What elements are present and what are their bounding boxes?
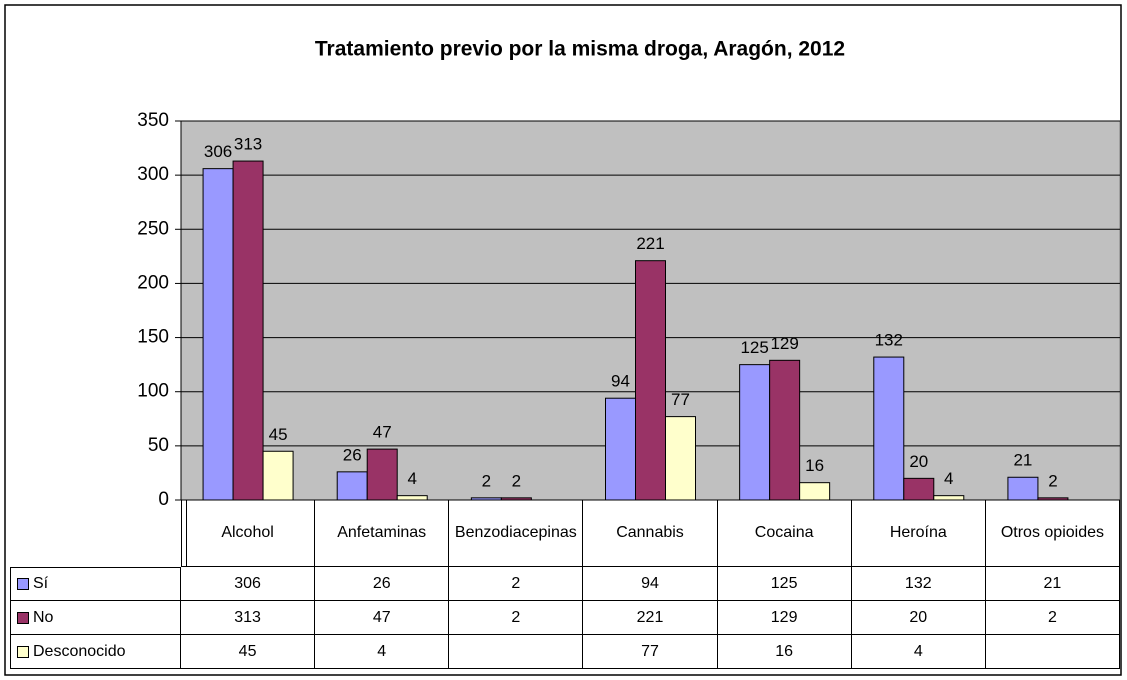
bar <box>605 397 636 501</box>
data-label: 45 <box>269 425 288 444</box>
bar <box>769 359 801 501</box>
legend-entry: No <box>10 601 181 635</box>
bar <box>873 356 905 501</box>
y-tick-label: 50 <box>148 435 169 456</box>
bar <box>202 168 234 501</box>
category-label: Anfetaminas <box>315 500 450 567</box>
table-cell: 77 <box>583 635 718 669</box>
category-label: Cocaina <box>717 500 852 567</box>
bar <box>665 416 696 501</box>
data-label: 2 <box>1048 471 1057 490</box>
data-label: 21 <box>1013 451 1032 470</box>
table-cell: 21 <box>985 567 1120 601</box>
table-cell: 4 <box>315 635 450 669</box>
bar <box>799 482 831 501</box>
category-label: Cannabis <box>583 500 718 567</box>
bar <box>366 448 398 501</box>
chart-title: Tratamiento previo por la misma droga, A… <box>315 38 845 61</box>
y-tick-label: 300 <box>137 164 169 185</box>
bar <box>933 495 965 501</box>
table-cell: 306 <box>181 567 316 601</box>
bar <box>739 364 771 501</box>
table-cell: 313 <box>181 601 316 635</box>
table-cell: 2 <box>985 601 1120 635</box>
bar <box>500 497 532 501</box>
data-label: 47 <box>373 423 392 442</box>
y-tick-label: 350 <box>137 110 169 131</box>
y-tick-label: 0 <box>158 489 169 510</box>
table-cell: 129 <box>717 601 852 635</box>
table-cell: 2 <box>449 567 584 601</box>
bar <box>336 471 368 501</box>
category-label: Otros opioides <box>985 500 1120 567</box>
legend-entry: Sí <box>10 567 181 601</box>
bar <box>1037 497 1069 501</box>
data-label: 2 <box>482 471 491 490</box>
category-label: Heroína <box>851 500 986 567</box>
bar <box>232 160 264 501</box>
data-label: 125 <box>740 338 768 357</box>
table-cell: 47 <box>315 601 450 635</box>
legend-label: Sí <box>33 575 49 593</box>
legend-entry: Desconocido <box>10 635 181 669</box>
data-label: 313 <box>234 135 262 154</box>
bar <box>903 477 935 501</box>
data-label: 4 <box>944 469 953 488</box>
y-tick-label: 150 <box>137 327 169 348</box>
bar <box>635 260 666 501</box>
legend-key <box>17 611 29 624</box>
legend-key <box>17 645 29 658</box>
data-label: 306 <box>204 142 232 161</box>
data-label: 2 <box>512 471 521 490</box>
table-cell: 26 <box>315 567 450 601</box>
table-cell: 45 <box>181 635 316 669</box>
legend-label: No <box>33 608 54 626</box>
data-label: 16 <box>805 456 824 475</box>
data-label: 4 <box>407 469 416 488</box>
y-tick-label: 250 <box>137 218 169 239</box>
category-label: Alcohol <box>181 500 316 567</box>
table-cell: 221 <box>583 601 718 635</box>
data-label: 94 <box>611 372 630 391</box>
y-tick-label: 100 <box>137 381 169 402</box>
data-label: 221 <box>636 234 664 253</box>
table-cell: 125 <box>717 567 852 601</box>
y-tick-label: 200 <box>137 272 169 293</box>
table-cell: 94 <box>583 567 718 601</box>
bar <box>1007 476 1039 501</box>
data-label: 26 <box>343 445 362 464</box>
legend-label: Desconocido <box>33 642 126 660</box>
bar <box>396 495 428 501</box>
data-label: 129 <box>770 334 798 353</box>
table-cell: 2 <box>449 601 584 635</box>
category-label: Benzodiacepinas <box>449 500 584 567</box>
table-cell: 16 <box>717 635 852 669</box>
data-label: 77 <box>671 390 690 409</box>
table-cell: 4 <box>851 635 986 669</box>
table-cell: 132 <box>851 567 986 601</box>
data-label: 20 <box>909 452 928 471</box>
table-cell: 20 <box>851 601 986 635</box>
chart-border <box>4 4 1122 676</box>
table-cell <box>449 635 584 669</box>
bar <box>262 450 294 501</box>
data-label: 132 <box>875 331 903 350</box>
table-cell <box>985 635 1120 669</box>
legend-key <box>17 578 29 590</box>
